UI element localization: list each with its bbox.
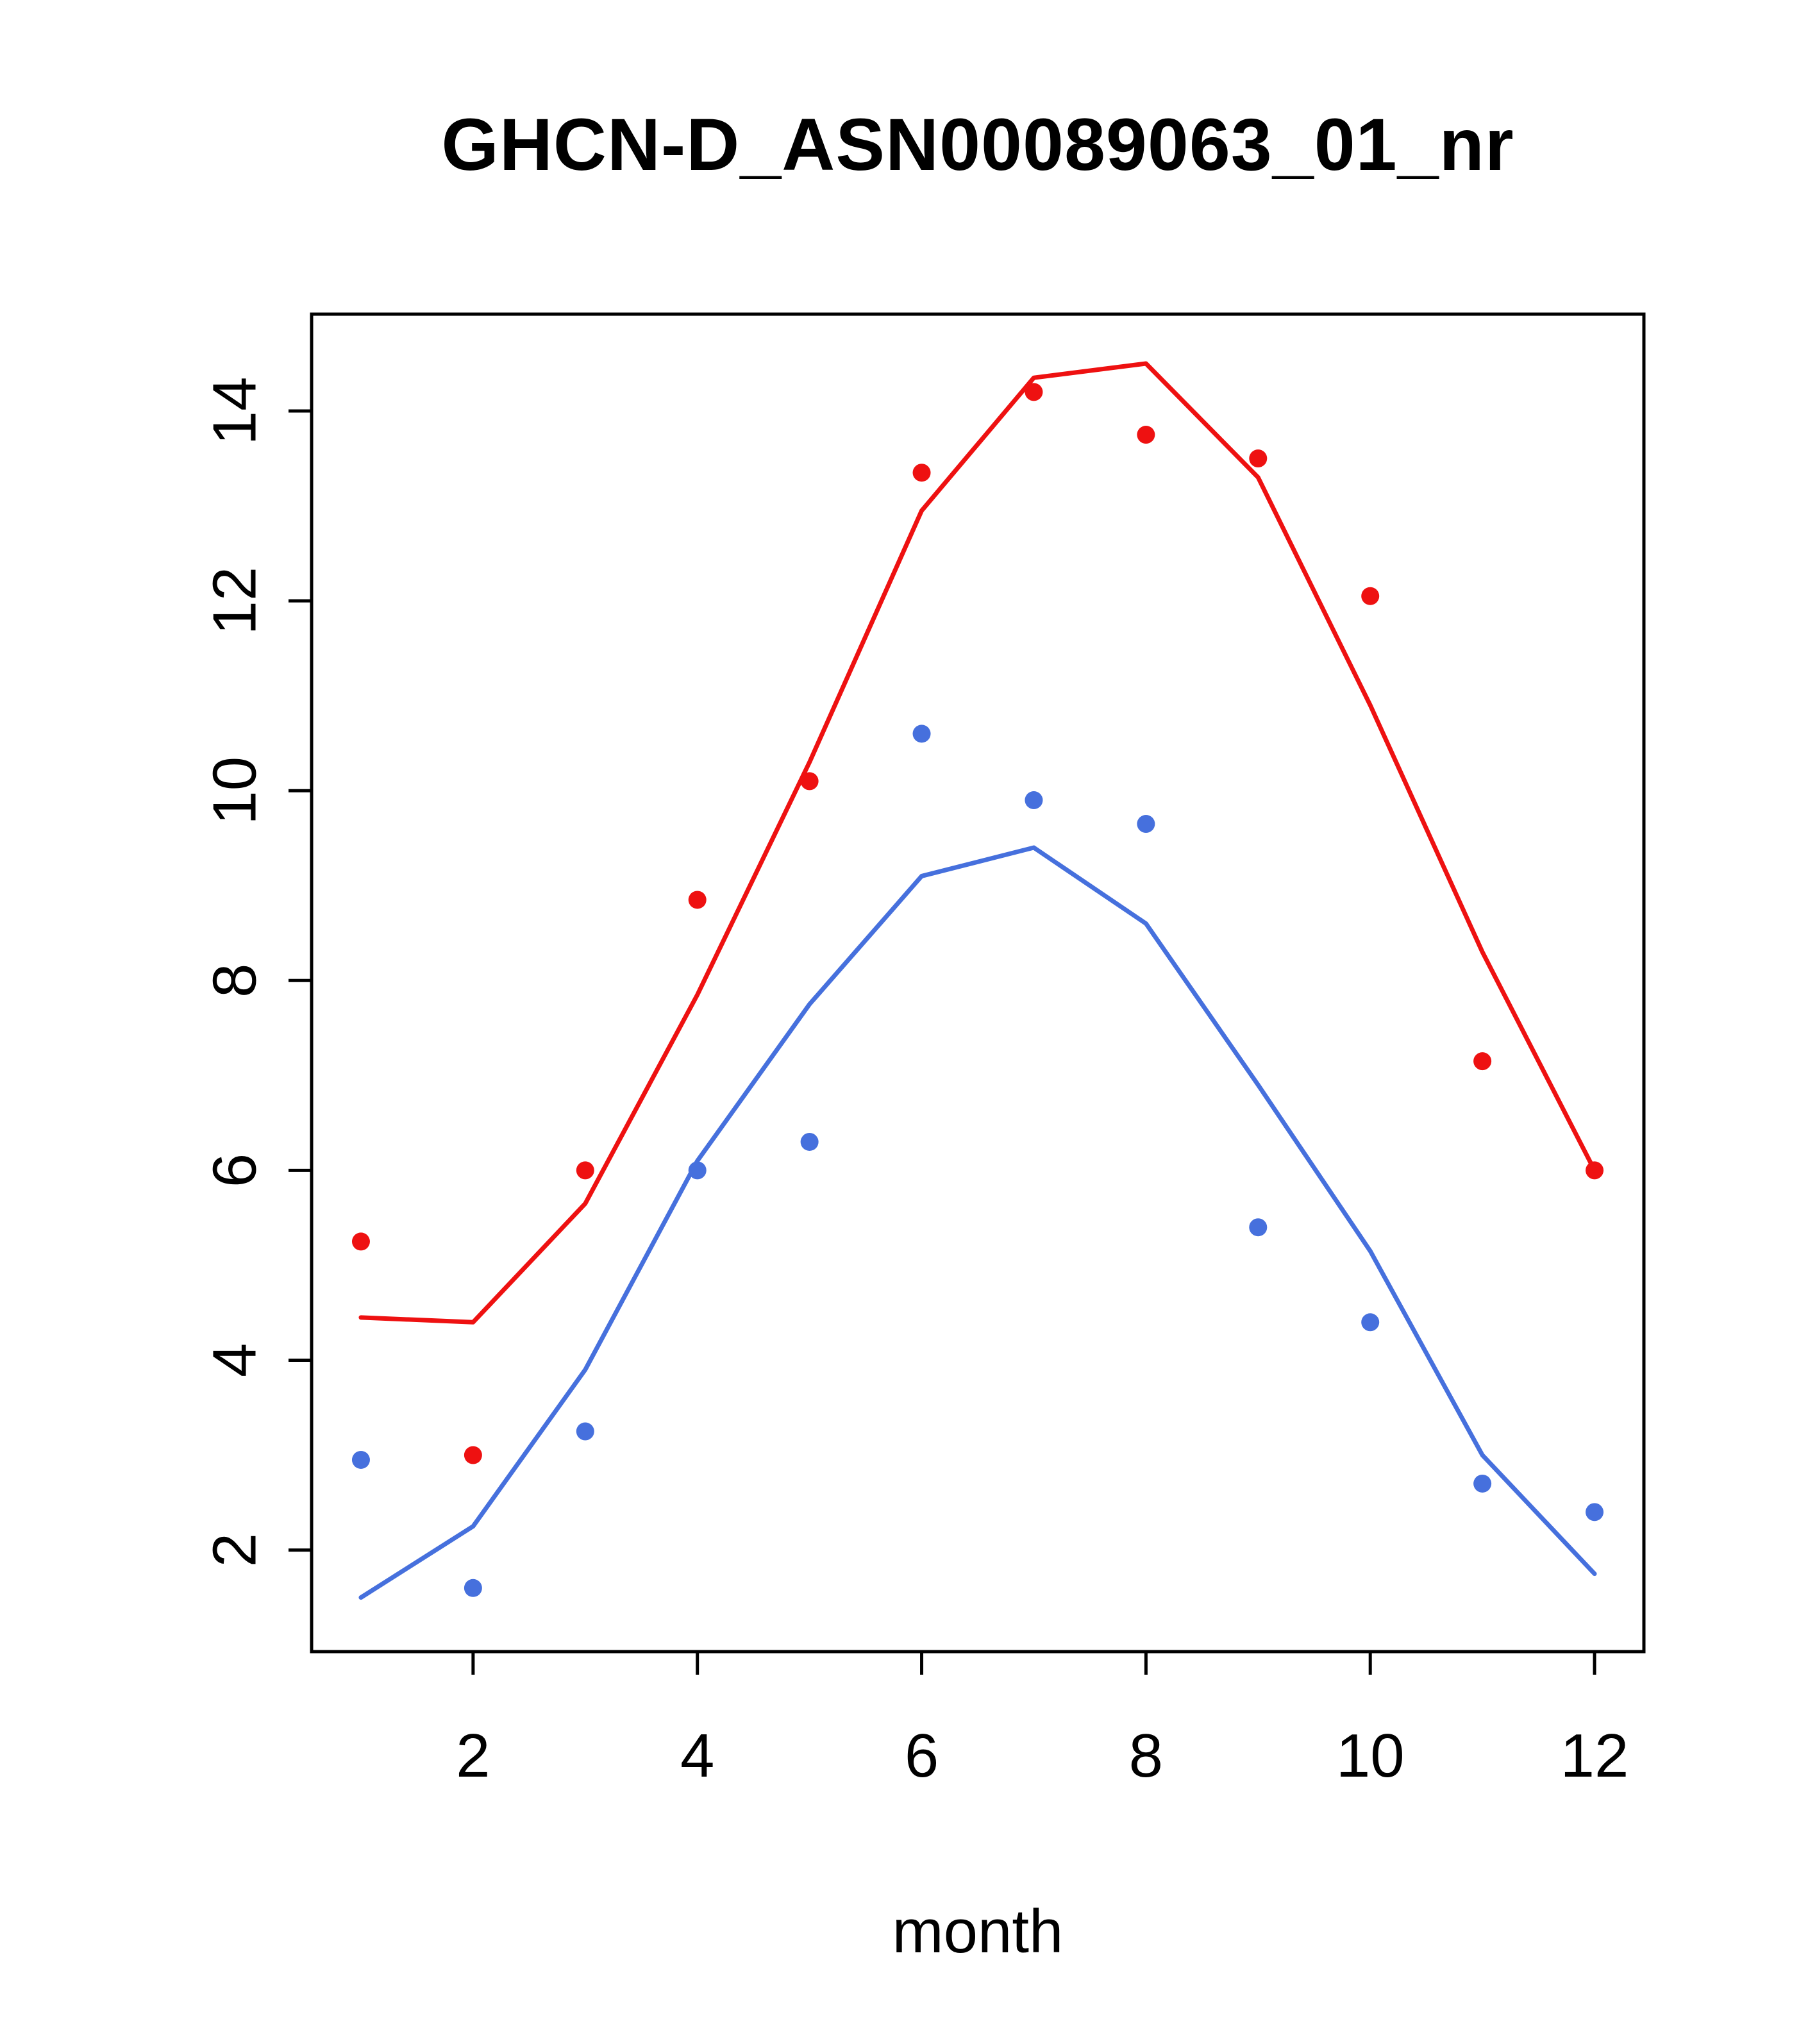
y-tick-label: 2 [201,1533,269,1567]
blue-observed-points-marker [1361,1313,1380,1332]
blue-observed-points-marker [1137,815,1155,834]
y-tick-label: 14 [201,377,269,446]
red-observed-points-marker [1249,449,1268,468]
blue-observed-points-marker [576,1422,594,1441]
red-observed-points-marker [464,1446,482,1464]
y-tick-label: 4 [201,1343,269,1377]
x-tick-label: 4 [680,1721,714,1790]
red-observed-points-marker [1361,587,1380,605]
blue-observed-points-marker [351,1450,370,1469]
y-tick-label: 6 [201,1153,269,1187]
blue-observed-points-marker [1586,1503,1604,1521]
blue-observed-points-marker [464,1579,482,1597]
x-tick-label: 10 [1336,1721,1405,1790]
x-tick-label: 6 [905,1721,939,1790]
y-tick-label: 12 [201,567,269,635]
red-observed-points-marker [1473,1052,1492,1071]
x-tick-label: 2 [456,1721,490,1790]
red-observed-points-marker [800,772,819,791]
red-observed-points-marker [576,1161,594,1180]
x-tick-label: 12 [1561,1721,1629,1790]
chart-title: GHCN-D_ASN00089063_01_nr [441,104,1514,186]
x-tick-label: 8 [1129,1721,1163,1790]
blue-observed-points-marker [1025,791,1043,810]
blue-observed-points-marker [912,725,931,743]
x-axis-label: month [892,1897,1064,1966]
blue-fitted-line [358,845,1597,1600]
red-observed-points-marker [1137,426,1155,444]
red-observed-points-marker [912,464,931,482]
blue-observed-points-marker [800,1132,819,1151]
y-tick-label: 10 [201,757,269,825]
plot-box [310,312,1646,1654]
red-observed-points-marker [688,891,707,909]
y-tick-label: 8 [201,964,269,998]
red-observed-points-marker [351,1232,370,1251]
blue-observed-points-marker [1249,1218,1268,1237]
blue-observed-points-marker [1473,1474,1492,1493]
red-observed-points-marker [1025,383,1043,401]
red-fitted-line [358,361,1597,1325]
